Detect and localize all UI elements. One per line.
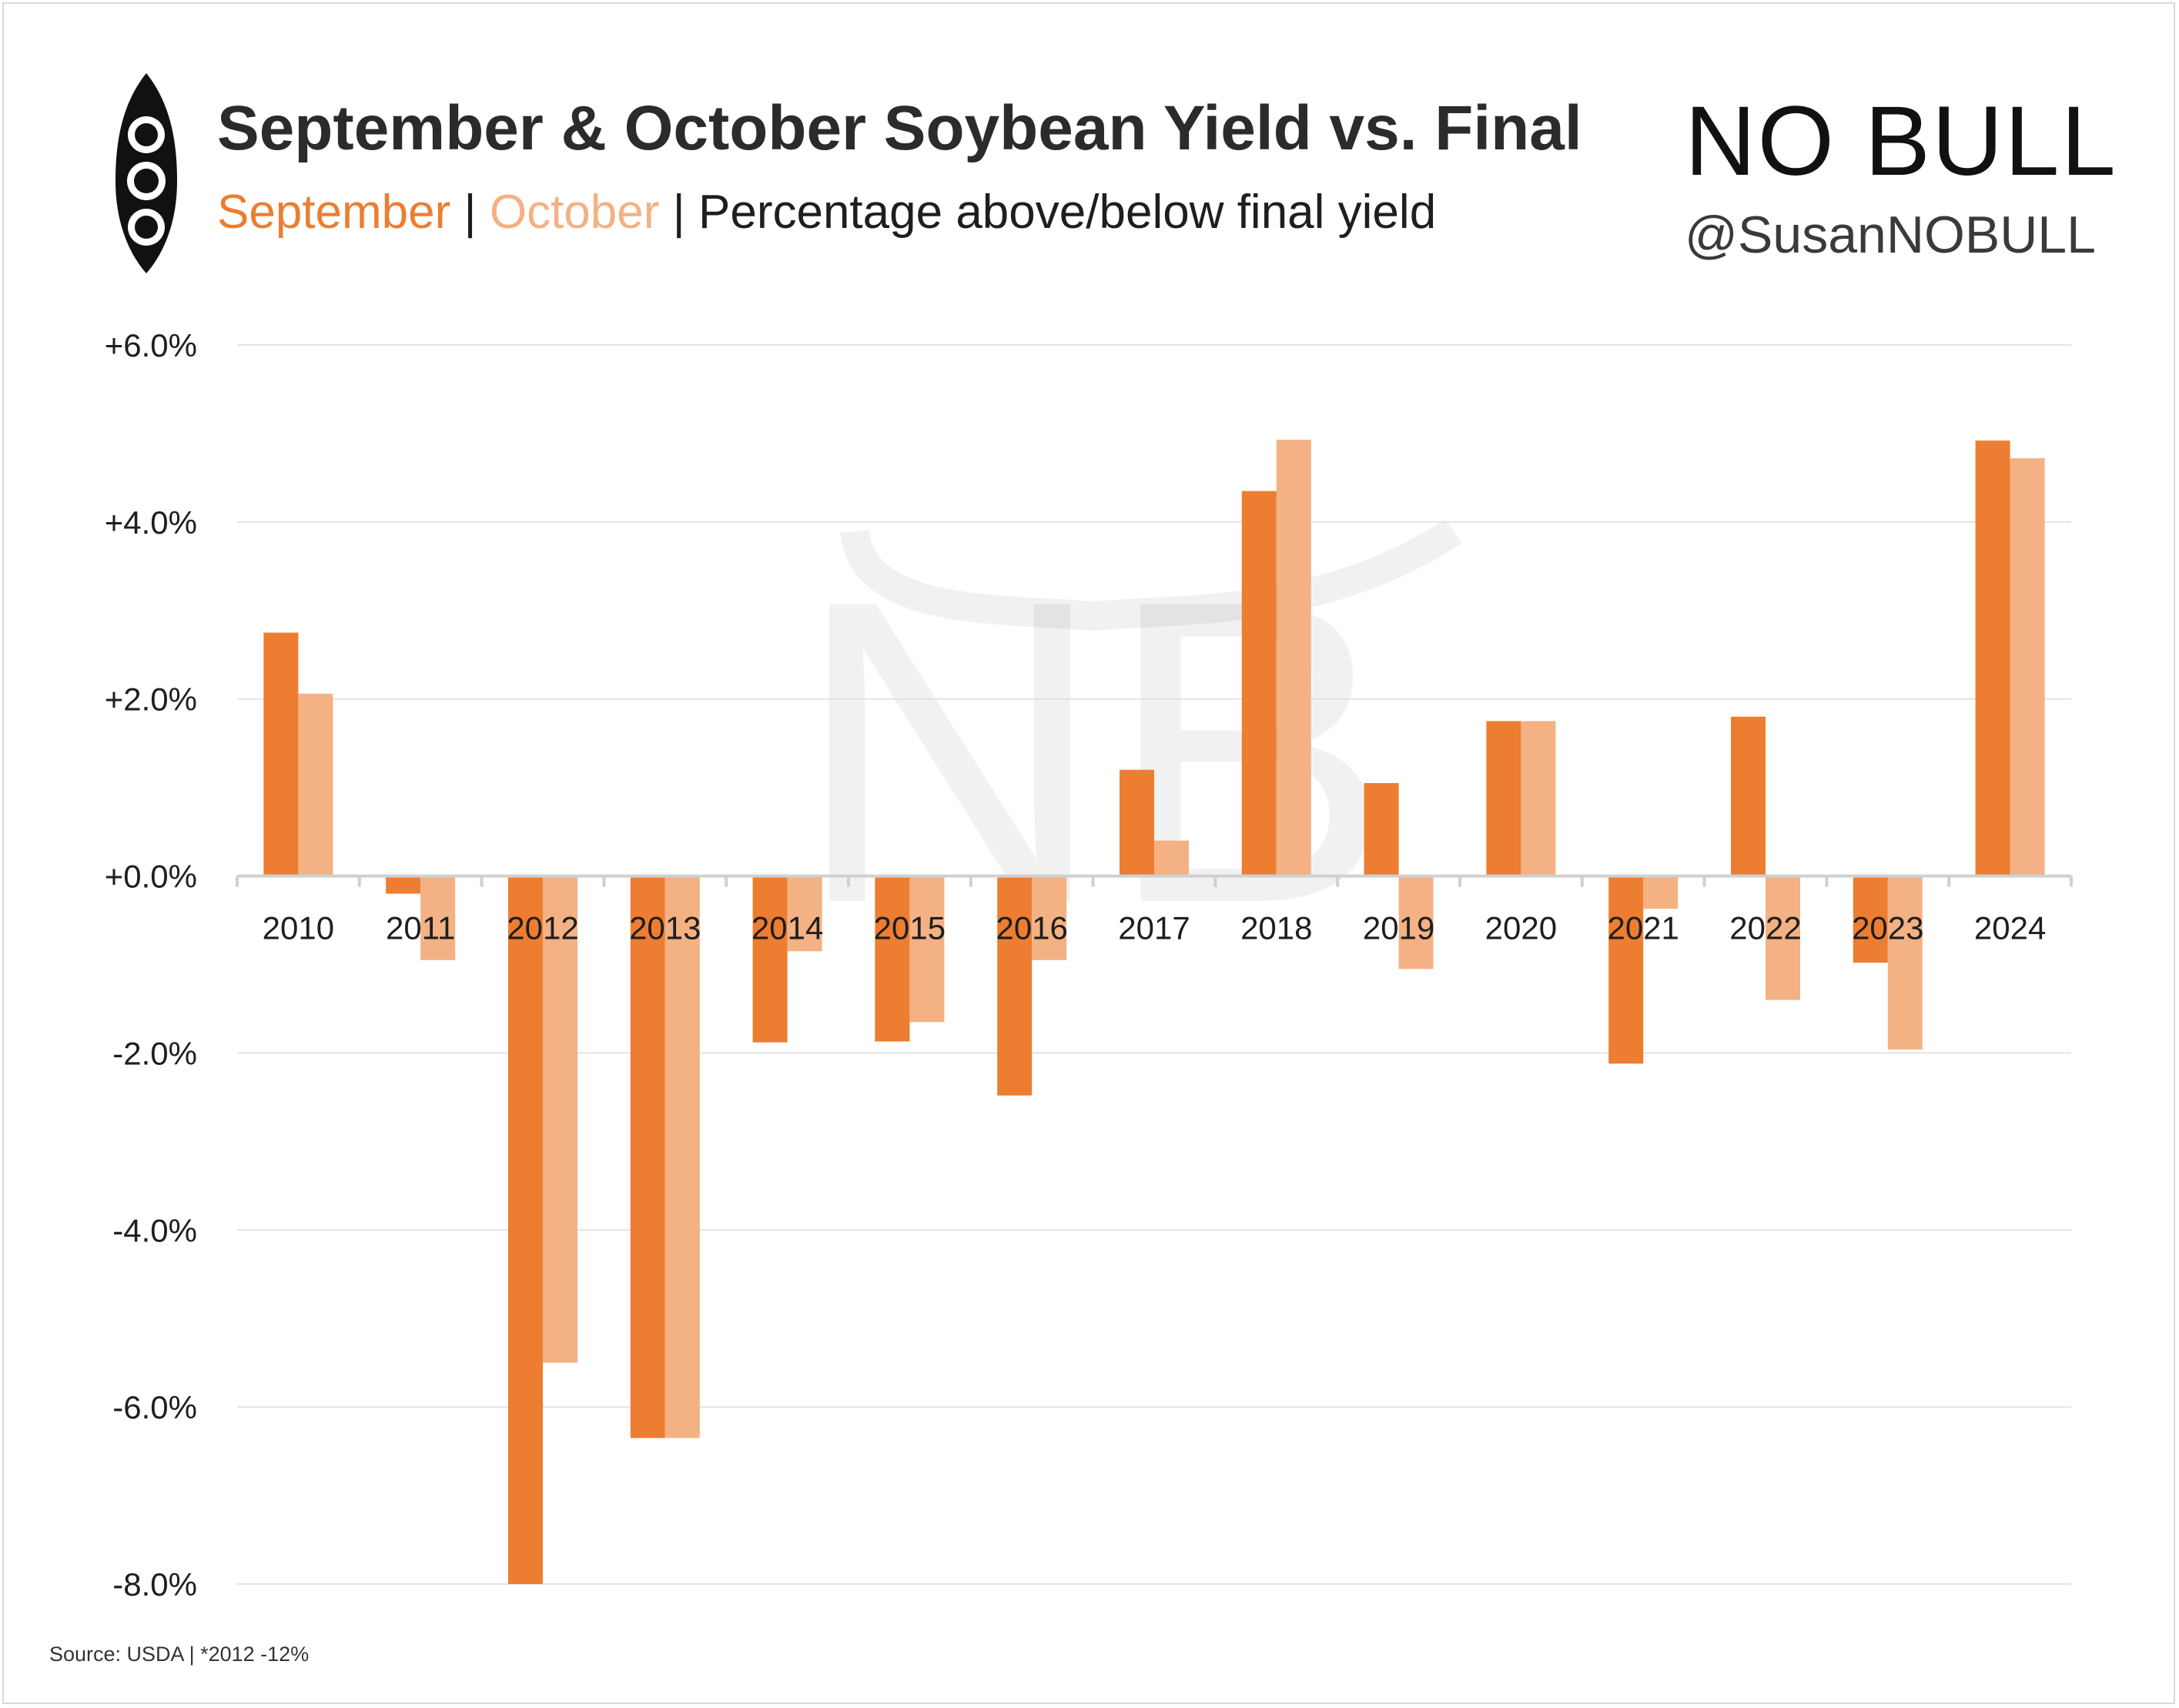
bar-september-2018 xyxy=(1241,491,1277,876)
bar-september-2016 xyxy=(997,876,1033,1096)
x-tick-label: 2017 xyxy=(1118,910,1190,946)
x-tick-label: 2023 xyxy=(1852,910,1923,946)
x-tick-label: 2013 xyxy=(629,910,701,946)
bar-october-2014 xyxy=(787,876,822,952)
bar-october-2022 xyxy=(1766,876,1800,1000)
bar-september-2010 xyxy=(263,632,299,876)
bar-october-2013 xyxy=(664,876,700,1438)
bar-september-2011 xyxy=(386,876,421,894)
bar-september-2013 xyxy=(630,876,665,1438)
bar-october-2021 xyxy=(1643,876,1679,909)
bar-september-2017 xyxy=(1120,769,1154,876)
bar-september-2021 xyxy=(1608,876,1644,1064)
watermark-horns xyxy=(840,519,1462,631)
x-tick-label: 2024 xyxy=(1974,910,2046,946)
x-tick-label: 2016 xyxy=(996,910,1067,946)
x-tick-label: 2020 xyxy=(1485,910,1557,946)
bar-september-2019 xyxy=(1364,782,1399,876)
x-tick-label: 2018 xyxy=(1240,910,1312,946)
bar-october-2016 xyxy=(1032,876,1067,960)
bar-october-2017 xyxy=(1154,840,1189,876)
brand-handle: @SusanNOBULL xyxy=(1685,206,2096,264)
y-tick-label: -6.0% xyxy=(112,1389,197,1425)
bar-october-2010 xyxy=(298,693,333,876)
y-tick-label: +4.0% xyxy=(105,504,197,541)
bar-october-2020 xyxy=(1521,721,1556,876)
bar-september-2024 xyxy=(1975,440,2010,876)
legend-october: October xyxy=(489,186,660,239)
bar-september-2012 xyxy=(508,876,543,1584)
bar-september-2014 xyxy=(752,876,788,1043)
bar-september-2023 xyxy=(1853,876,1888,963)
source-note: Source: USDA | *2012 -12% xyxy=(49,1643,310,1666)
y-tick-label: -4.0% xyxy=(112,1212,197,1248)
x-tick-label: 2021 xyxy=(1607,910,1679,946)
x-tick-label: 2022 xyxy=(1729,910,1801,946)
soybean-pod-icon xyxy=(115,73,177,273)
subtitle-separator: | xyxy=(464,186,477,239)
bar-october-2011 xyxy=(420,876,456,960)
subtitle-description: Percentage above/below final yield xyxy=(698,186,1437,239)
bar-october-2019 xyxy=(1398,876,1434,970)
bar-september-2015 xyxy=(875,876,910,1042)
bar-october-2024 xyxy=(2010,458,2045,876)
bar-september-2022 xyxy=(1731,716,1766,876)
x-tick-label: 2010 xyxy=(263,910,334,946)
x-tick-label: 2014 xyxy=(751,910,823,946)
y-tick-label: +0.0% xyxy=(105,859,197,895)
brand-logo: NO BULL xyxy=(1685,86,2117,196)
x-tick-label: 2012 xyxy=(507,910,578,946)
x-tick-label: 2011 xyxy=(386,910,455,946)
bar-september-2020 xyxy=(1486,721,1521,876)
brand-block: NO BULL @SusanNOBULL xyxy=(1685,86,2117,265)
y-tick-label: +6.0% xyxy=(105,327,197,363)
x-tick-label: 2019 xyxy=(1363,910,1434,946)
y-tick-label: -8.0% xyxy=(112,1566,197,1603)
x-tick-label: 2015 xyxy=(874,910,946,946)
y-tick-label: -2.0% xyxy=(112,1035,197,1071)
subtitle-separator: | xyxy=(672,186,685,239)
y-tick-label: +2.0% xyxy=(105,682,197,718)
bar-october-2012 xyxy=(543,876,577,1363)
chart-subtitle: September | October | Percentage above/b… xyxy=(217,185,1436,239)
legend-september: September xyxy=(217,186,451,239)
chart-title: September & October Soybean Yield vs. Fi… xyxy=(217,93,1582,163)
bar-october-2018 xyxy=(1276,439,1311,876)
bar-october-2023 xyxy=(1887,876,1923,1050)
bar-october-2015 xyxy=(909,876,945,1023)
